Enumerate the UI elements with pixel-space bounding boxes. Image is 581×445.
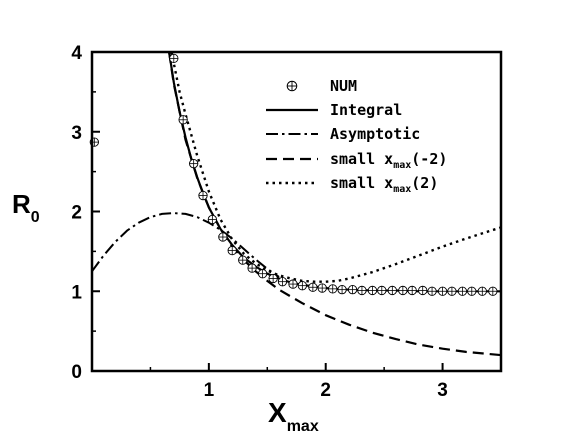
num-point	[178, 115, 188, 125]
legend-entry: Integral	[266, 101, 402, 119]
num-point	[169, 53, 179, 64]
legend-label: small xmax(-2)	[330, 150, 447, 171]
num-point	[467, 286, 477, 296]
num-point	[377, 285, 387, 296]
y-tick-label: 4	[71, 43, 82, 64]
legend-entry: small xmax(-2)	[266, 150, 447, 171]
num-point	[238, 255, 248, 265]
y-tick-label: 1	[71, 282, 82, 303]
num-point	[477, 286, 487, 296]
num-point	[277, 277, 288, 287]
num-point	[328, 284, 338, 294]
num-point	[367, 285, 378, 296]
num-point	[418, 285, 428, 296]
num-point	[357, 285, 367, 296]
num-point	[308, 282, 318, 292]
legend-entry: small xmax(2)	[266, 174, 438, 195]
series-line-dotted	[170, 52, 501, 283]
legend-label: Integral	[330, 101, 402, 119]
num-point	[488, 286, 498, 296]
num-point	[347, 285, 358, 295]
plot-frame	[90, 50, 503, 373]
num-point	[398, 285, 408, 296]
num-point	[198, 190, 208, 201]
y-tick-label: 0	[71, 362, 82, 383]
num-point	[337, 285, 347, 295]
legend-entry: Asymptotic	[266, 125, 420, 143]
legend-label: Asymptotic	[330, 125, 420, 143]
y-tick-label: 2	[71, 203, 82, 224]
num-point	[317, 283, 327, 293]
legend: NUM Integral Asymptotic small xmax(-2) small…	[266, 77, 447, 195]
num-point	[437, 286, 448, 296]
legend-label: NUM	[330, 77, 357, 95]
num-point	[457, 286, 468, 296]
x-tick-label: 2	[320, 380, 331, 401]
num-point	[288, 279, 298, 289]
num-point	[427, 286, 437, 296]
x-tick-label: 3	[437, 380, 448, 401]
marker-layer	[89, 53, 498, 296]
num-point	[257, 269, 268, 279]
series-line-dashed	[168, 52, 501, 357]
num-point	[218, 232, 228, 242]
num-point	[407, 285, 417, 296]
x-axis-label: Xmax	[268, 397, 319, 435]
series-line-dash-dot	[92, 212, 280, 278]
y-tick-label: 3	[71, 123, 82, 144]
num-point	[447, 286, 457, 296]
num-point	[387, 285, 397, 296]
num-point	[207, 214, 218, 225]
num-point	[189, 158, 199, 169]
axis-layer: 1 2 3 0 1 2 3 4	[71, 43, 447, 401]
series-layer	[92, 52, 501, 357]
num-point	[268, 273, 278, 284]
legend-entry: NUM	[286, 77, 357, 95]
num-point	[227, 245, 237, 256]
legend-label: small xmax(2)	[330, 174, 438, 195]
num-point	[297, 281, 307, 291]
num-point	[247, 263, 257, 273]
x-tick-label: 1	[204, 380, 215, 401]
y-axis-label: R0	[12, 189, 40, 226]
